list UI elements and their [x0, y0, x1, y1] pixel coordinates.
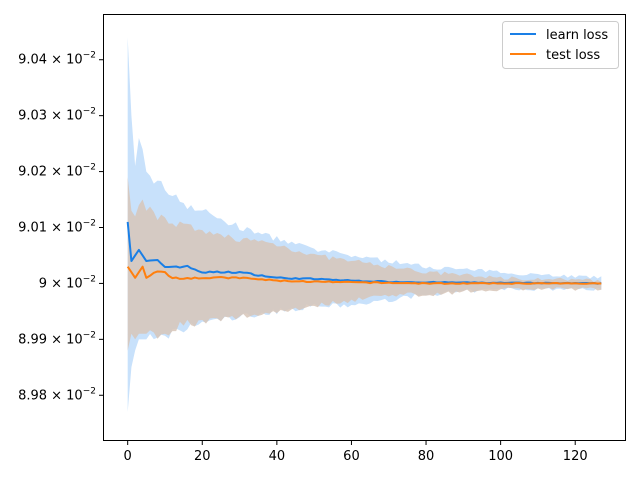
x-tick-label: 100 — [488, 449, 513, 464]
x-tick-label: 80 — [418, 449, 435, 464]
y-tick-label: 9.01 × 10−2 — [18, 219, 96, 236]
x-axis: 0 20 40 60 80 100 120 — [124, 440, 588, 464]
legend: learn loss test loss — [502, 21, 619, 69]
x-tick-label: 40 — [269, 449, 286, 464]
line-test-loss — [126, 265, 602, 285]
y-tick-label: 9.04 × 10−2 — [18, 51, 96, 68]
y-tick-label: 9 × 10−2 — [39, 274, 96, 291]
y-tick-label: 8.99 × 10−2 — [18, 330, 96, 347]
y-tick-label: 9.03 × 10−2 — [18, 107, 96, 124]
legend-label: test loss — [546, 48, 600, 63]
x-tick-label: 20 — [194, 449, 211, 464]
legend-label: learn loss — [546, 28, 608, 43]
y-tick-label: 8.98 × 10−2 — [18, 386, 96, 403]
x-tick-label: 60 — [343, 449, 360, 464]
confidence-bands — [127, 37, 602, 413]
band-test-loss — [127, 177, 602, 351]
x-tick-label: 0 — [124, 449, 132, 464]
y-axis: 8.98 × 10−2 8.99 × 10−2 9 × 10−2 9.01 × 10−… — [18, 51, 104, 403]
band-learn-loss — [127, 37, 602, 413]
x-tick-label: 120 — [563, 449, 588, 464]
y-tick-label: 9.02 × 10−2 — [18, 163, 96, 180]
series-lines — [126, 221, 602, 285]
